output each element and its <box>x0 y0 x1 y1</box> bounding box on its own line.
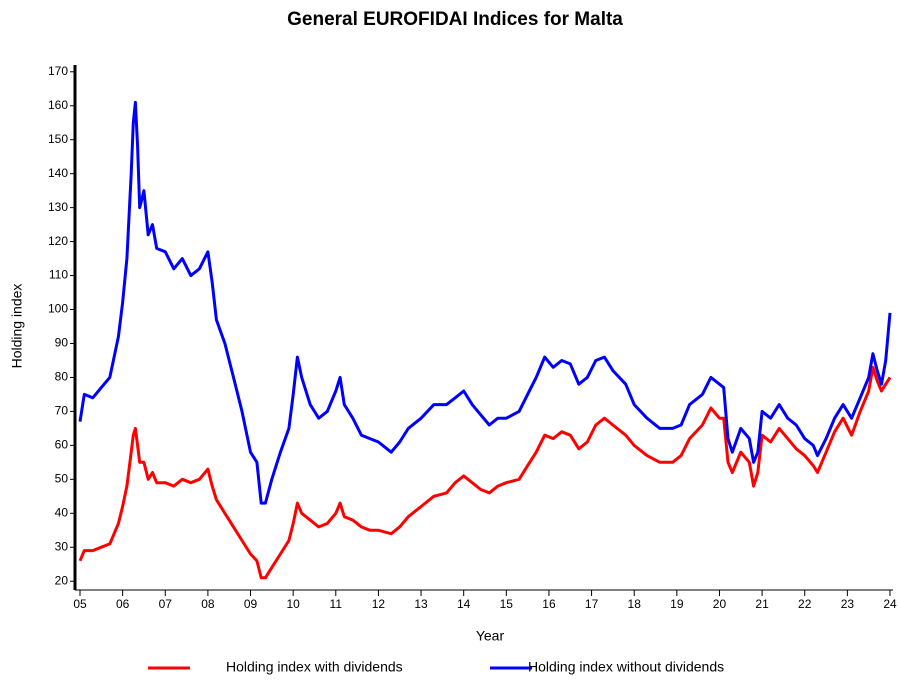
y-tick-label: 80 <box>55 370 69 384</box>
x-tick-label: 24 <box>883 597 897 611</box>
legend-label: Holding index with dividends <box>226 659 403 675</box>
y-tick-label: 110 <box>49 268 68 282</box>
y-tick-label: 20 <box>55 573 69 587</box>
x-tick-label: 14 <box>457 597 471 611</box>
y-tick-label: 160 <box>48 98 68 112</box>
y-tick-label: 30 <box>55 539 69 553</box>
legend-label: Holding index without dividends <box>528 659 724 675</box>
x-tick-label: 22 <box>798 597 812 611</box>
series-line <box>78 100 892 505</box>
y-tick-label: 170 <box>48 64 68 78</box>
y-tick-label: 90 <box>55 336 69 350</box>
x-tick-label: 11 <box>330 597 343 611</box>
x-axis-label: Year <box>476 628 505 644</box>
y-axis-label: Holding index <box>9 284 25 369</box>
x-tick-label: 16 <box>542 597 556 611</box>
x-tick-label: 19 <box>670 597 684 611</box>
y-tick-label: 150 <box>48 132 68 146</box>
y-tick-label: 100 <box>48 302 68 316</box>
x-tick-label: 06 <box>116 597 130 611</box>
x-tick-label: 13 <box>414 597 428 611</box>
x-tick-label: 10 <box>286 597 300 611</box>
x-tick-label: 20 <box>713 597 727 611</box>
x-tick-label: 15 <box>500 597 514 611</box>
x-tick-label: 18 <box>628 597 642 611</box>
chart-title: General EUROFIDAI Indices for Malta <box>287 9 623 30</box>
x-tick-label: 05 <box>73 597 87 611</box>
x-tick-label: 21 <box>755 597 769 611</box>
y-tick-label: 70 <box>55 404 69 418</box>
y-tick-label: 50 <box>55 471 69 485</box>
x-tick-label: 23 <box>841 597 855 611</box>
series-line <box>78 365 892 580</box>
x-tick-label: 12 <box>372 597 386 611</box>
x-tick-label: 09 <box>244 597 258 611</box>
y-tick-label: 130 <box>48 200 68 214</box>
x-tick-label: 07 <box>159 597 173 611</box>
y-tick-label: 60 <box>55 438 69 452</box>
x-tick-label: 08 <box>201 597 215 611</box>
y-tick-label: 140 <box>48 166 68 180</box>
y-tick-label: 120 <box>48 234 68 248</box>
x-tick-label: 17 <box>585 597 599 611</box>
y-tick-label: 40 <box>55 505 69 519</box>
